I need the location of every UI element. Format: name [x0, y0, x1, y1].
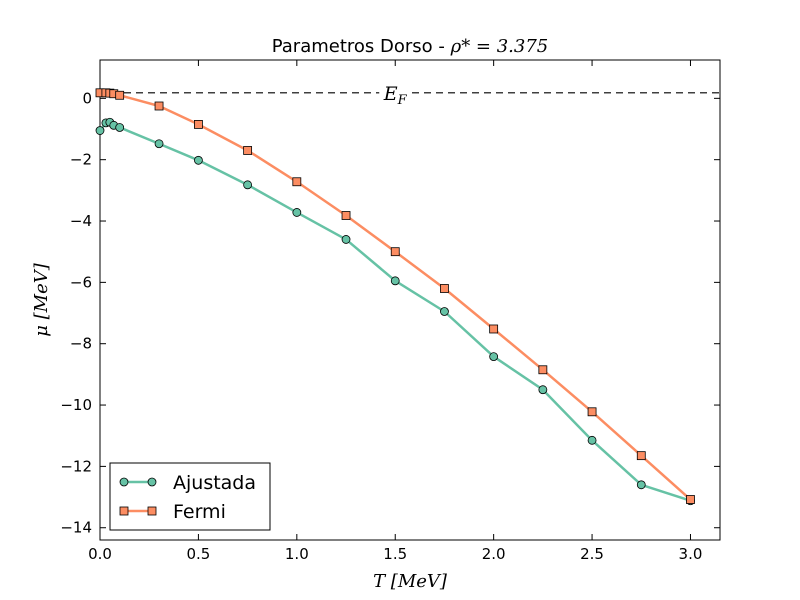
data-point-ajustada	[154, 139, 164, 149]
y-axis-label: μ [MeV]	[31, 262, 52, 337]
data-point-fermi	[292, 177, 302, 187]
y-tick-label: −4	[70, 212, 92, 230]
chart-title-math: ρ* = 3.375	[450, 36, 549, 57]
y-tick-label: −2	[70, 151, 92, 169]
data-point-fermi	[115, 90, 125, 100]
legend-marker	[147, 506, 157, 516]
data-point-fermi	[154, 101, 164, 111]
data-point-fermi	[636, 451, 646, 461]
data-point-fermi	[440, 284, 449, 293]
y-tick-label: −10	[60, 396, 92, 414]
y-tick-label: −14	[60, 519, 92, 537]
data-point-fermi	[390, 247, 400, 257]
data-point-ajustada	[341, 235, 351, 244]
data-point-ajustada	[243, 180, 253, 190]
data-point-ajustada	[115, 123, 125, 132]
data-point-ajustada	[390, 276, 400, 286]
axes-frame	[99, 59, 721, 541]
legend-label: Ajustada	[173, 472, 256, 494]
data-point-ajustada	[440, 307, 449, 316]
y-tick-label: −6	[70, 273, 92, 291]
data-point-ajustada	[636, 480, 646, 490]
y-tick-label: −8	[70, 335, 92, 353]
chart-title: Parametros Dorso - ρ* = 3.375	[272, 36, 549, 57]
legend-box	[109, 462, 271, 531]
data-point-fermi	[538, 365, 548, 375]
data-point-fermi	[587, 407, 597, 417]
fermi-energy-label-subscript: F	[397, 93, 408, 108]
fermi-energy-label-main: E	[383, 83, 398, 105]
fermi-energy-label: EF	[383, 83, 408, 108]
x-tick-label: 2.0	[482, 545, 506, 563]
x-tick-label: 0.5	[186, 545, 210, 563]
data-point-ajustada	[489, 352, 499, 361]
data-point-ajustada	[538, 385, 548, 395]
series-ajustada	[95, 117, 695, 506]
legend-marker	[119, 506, 129, 516]
chart-title-text: Parametros Dorso -	[272, 36, 451, 57]
y-tick-label: −12	[60, 457, 92, 475]
data-point-fermi	[243, 146, 253, 155]
x-tick-label: 1.5	[383, 545, 407, 563]
data-point-fermi	[341, 211, 351, 220]
x-tick-label: 3.0	[679, 545, 703, 563]
x-tick-label: 1.0	[285, 545, 309, 563]
series-fermi	[95, 88, 695, 504]
data-point-ajustada	[95, 126, 105, 135]
plot-area: 0.0 0.5 1.0 1.5 2.0 2.5 3.0 0 −2 −4 −6 −8 −10 −12 −14 E…	[60, 59, 721, 563]
legend-label: Fermi	[173, 501, 226, 523]
legend-marker	[147, 477, 157, 487]
data-point-fermi	[194, 120, 203, 129]
y-tick-label: 0	[82, 89, 92, 107]
x-axis-label: T [MeV]	[373, 571, 448, 592]
data-point-fermi	[686, 495, 695, 504]
data-point-ajustada	[292, 208, 302, 217]
legend: Ajustada Fermi	[109, 462, 271, 531]
legend-entry-fermi: Fermi	[119, 501, 226, 523]
data-point-ajustada	[194, 155, 203, 165]
legend-marker	[119, 477, 129, 487]
data-point-fermi	[489, 324, 499, 334]
legend-entry-ajustada: Ajustada	[119, 472, 256, 494]
fermi-energy-label-bg	[379, 81, 412, 104]
x-tick-label: 0.0	[88, 545, 112, 563]
x-tick-label: 2.5	[580, 545, 604, 563]
data-point-ajustada	[587, 435, 597, 445]
